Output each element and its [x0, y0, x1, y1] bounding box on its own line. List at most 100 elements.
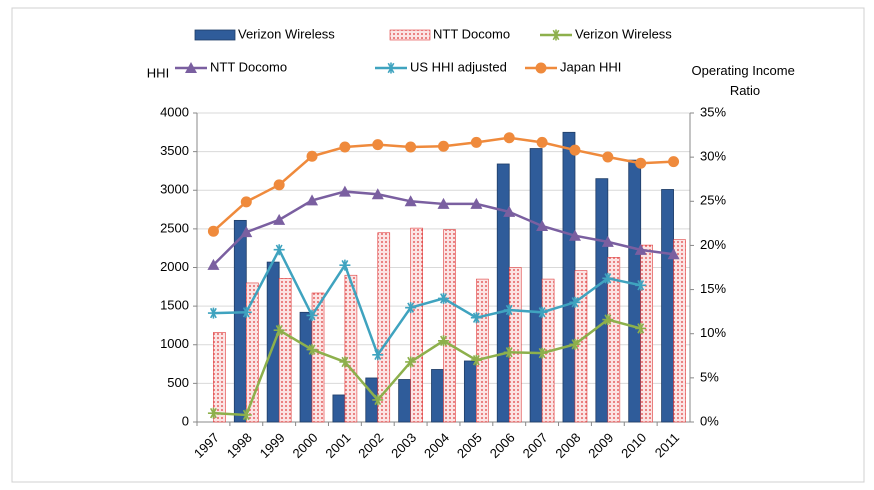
- bar: [673, 239, 686, 423]
- x-tick-label: 2003: [388, 430, 419, 461]
- y2-tick-label: 0%: [700, 413, 719, 428]
- line: [213, 246, 641, 358]
- y-axis-title: HHI: [147, 65, 169, 80]
- bar: [476, 278, 489, 423]
- marker: [602, 151, 614, 163]
- y-tick-label: 4000: [160, 104, 189, 119]
- marker: [306, 194, 319, 206]
- bar: [344, 274, 358, 423]
- marker: [470, 312, 482, 324]
- marker: [535, 62, 547, 74]
- x-tick-label: 2007: [520, 430, 551, 461]
- chart-border: [11, 7, 865, 483]
- marker: [634, 243, 647, 255]
- marker: [470, 197, 483, 209]
- y2-tick-label: 15%: [700, 281, 726, 296]
- marker: [668, 156, 680, 168]
- marker: [405, 356, 417, 368]
- legend-swatch: [194, 29, 236, 41]
- legend-label: Verizon Wireless: [575, 26, 672, 41]
- bar: [233, 219, 247, 423]
- bar: [278, 278, 292, 423]
- bar: [607, 257, 621, 423]
- marker: [185, 62, 197, 73]
- marker: [306, 309, 318, 321]
- marker: [503, 346, 515, 358]
- x-tick-label: 2002: [355, 430, 386, 461]
- marker: [569, 338, 581, 350]
- marker: [503, 304, 515, 316]
- marker: [273, 213, 286, 225]
- bar: [311, 292, 325, 423]
- marker: [207, 407, 219, 419]
- y-tick-label: 2000: [160, 259, 189, 274]
- bar: [661, 189, 674, 423]
- bar: [332, 394, 346, 423]
- x-tick-label: 2004: [421, 430, 452, 461]
- bar: [443, 229, 456, 423]
- marker: [306, 150, 318, 162]
- marker: [536, 347, 548, 359]
- x-tick-label: 2006: [487, 430, 518, 461]
- y2-tick-label: 5%: [700, 369, 719, 384]
- marker: [601, 235, 614, 247]
- y2-tick-label: 10%: [700, 325, 726, 340]
- y-tick-label: 2500: [160, 220, 189, 235]
- marker: [635, 322, 647, 334]
- marker: [569, 296, 581, 308]
- marker: [207, 307, 219, 319]
- y-tick-label: 500: [167, 375, 189, 390]
- y-tick-label: 3500: [160, 143, 189, 158]
- bar: [410, 227, 423, 423]
- marker: [438, 140, 449, 152]
- x-tick-label: 2009: [585, 430, 616, 461]
- y-tick-label: 1000: [160, 336, 189, 351]
- bar: [246, 282, 259, 423]
- x-tick-label: 1998: [224, 430, 255, 461]
- y-tick-label: 1500: [160, 298, 189, 313]
- marker: [503, 205, 516, 217]
- legend-swatch: [389, 29, 431, 41]
- bar: [529, 148, 543, 423]
- line: [213, 318, 642, 417]
- marker: [405, 141, 417, 153]
- y-tick-label: 0: [182, 413, 189, 428]
- marker: [339, 141, 351, 153]
- marker: [438, 335, 449, 347]
- marker: [372, 349, 384, 361]
- marker: [372, 139, 384, 151]
- bar: [496, 163, 510, 423]
- y2-tick-label: 30%: [700, 149, 726, 164]
- marker: [602, 314, 614, 326]
- y2-tick-label: 20%: [700, 237, 726, 252]
- marker: [207, 258, 220, 270]
- marker: [438, 292, 449, 304]
- marker: [470, 136, 482, 148]
- marker: [550, 29, 562, 41]
- y2-tick-label: 35%: [700, 104, 726, 119]
- x-tick-label: 1999: [257, 430, 288, 461]
- marker: [503, 132, 515, 144]
- bar: [377, 232, 391, 423]
- x-tick-label: 2008: [552, 430, 583, 461]
- legend-label: NTT Docomo: [433, 26, 510, 41]
- marker: [240, 409, 252, 421]
- x-tick-label: 2005: [454, 430, 485, 461]
- bar: [398, 379, 412, 423]
- x-tick-label: 2001: [322, 430, 353, 461]
- marker: [470, 354, 482, 366]
- marker: [404, 195, 417, 207]
- marker: [273, 244, 285, 256]
- x-tick-label: 1997: [191, 430, 222, 461]
- bar: [266, 261, 280, 423]
- marker: [338, 185, 351, 197]
- marker: [405, 302, 417, 314]
- x-tick-label: 2011: [652, 430, 682, 460]
- bar: [628, 159, 642, 423]
- bar: [299, 311, 313, 423]
- bar: [640, 244, 654, 423]
- marker: [602, 272, 614, 284]
- marker: [536, 306, 548, 318]
- bar: [463, 360, 477, 423]
